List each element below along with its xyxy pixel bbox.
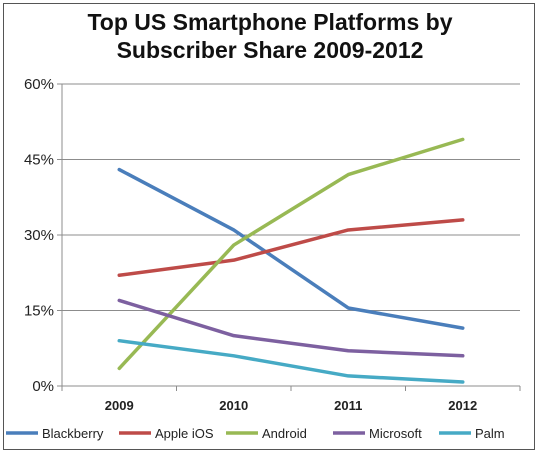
x-tick-label: 2009 <box>105 398 134 413</box>
x-tick-label: 2010 <box>219 398 248 413</box>
series-line-palm <box>117 338 465 384</box>
chart-title-line-2: Subscriber Share 2009-2012 <box>116 37 424 63</box>
y-tick-label: 30% <box>24 227 54 244</box>
series-line-android <box>117 137 465 371</box>
y-tick-label: 60% <box>24 76 54 93</box>
y-tick-label: 15% <box>24 303 54 320</box>
series-line-microsoft <box>117 298 465 358</box>
series-lines <box>117 137 465 384</box>
legend-label-palm: Palm <box>475 426 505 441</box>
x-tick-labels: 2009 2010 2011 2012 <box>105 398 477 413</box>
y-tick-labels: 0% 15% 30% 45% 60% <box>24 76 54 395</box>
chart-frame <box>3 3 535 450</box>
x-tick-label: 2012 <box>448 398 477 413</box>
legend-label-microsoft: Microsoft <box>369 426 422 441</box>
chart-title: Top US Smartphone Platforms by Subscribe… <box>0 8 540 64</box>
x-tick-label: 2011 <box>334 398 362 413</box>
y-tick-label: 45% <box>24 152 54 169</box>
legend-label-apple-ios: Apple iOS <box>155 426 214 441</box>
series-line-apple-ios <box>117 218 465 278</box>
legend: Blackberry Apple iOS Android Microsoft Palm <box>6 426 505 441</box>
series-line-blackberry <box>117 167 465 330</box>
axes <box>57 83 521 391</box>
y-tick-label: 0% <box>32 378 54 395</box>
legend-label-android: Android <box>262 426 307 441</box>
gridlines <box>62 83 520 311</box>
chart-title-line-1: Top US Smartphone Platforms by <box>87 9 453 35</box>
legend-label-blackberry: Blackberry <box>42 426 104 441</box>
